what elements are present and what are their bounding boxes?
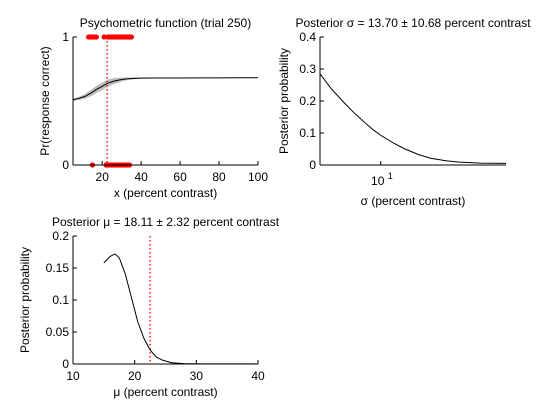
chart-title: Psychometric function (trial 250) bbox=[80, 16, 251, 30]
x-axis-label: μ (percent contrast) bbox=[113, 385, 217, 399]
x-tick-label: 10 bbox=[66, 369, 80, 383]
x-tick-label: 40 bbox=[251, 369, 265, 383]
x-tick-label: 10 bbox=[371, 174, 385, 188]
x-tick-label: 60 bbox=[173, 170, 187, 184]
x-tick-label: 100 bbox=[248, 170, 268, 184]
psychometric-chart: Psychometric function (trial 250) 0 1 20 40 6… bbox=[38, 16, 268, 200]
posterior-mu-chart: Posterior μ = 18.11 ± 2.32 percent contr… bbox=[18, 215, 280, 399]
posterior-sigma-chart: Posterior σ = 13.70 ± 10.68 percent cont… bbox=[277, 16, 531, 208]
x-tick-label: 80 bbox=[212, 170, 226, 184]
psychometric-curve bbox=[72, 77, 258, 101]
y-tick-label: 0.4 bbox=[299, 30, 316, 44]
x-tick-label: 20 bbox=[128, 369, 142, 383]
y-tick-label: 0 bbox=[309, 158, 316, 172]
correct-trial-point bbox=[93, 34, 99, 40]
y-tick-label: 0 bbox=[62, 158, 69, 172]
y-tick-label: 0.2 bbox=[299, 94, 316, 108]
y-tick-label: 0.15 bbox=[46, 261, 70, 275]
y-tick-label: 0.1 bbox=[299, 126, 316, 140]
y-tick-label: 0.05 bbox=[46, 325, 70, 339]
posterior-curve bbox=[103, 253, 259, 365]
y-axis-label: Pr(response correct) bbox=[38, 46, 52, 155]
x-axis-label: x (percent contrast) bbox=[114, 186, 217, 200]
correct-trial-point bbox=[128, 34, 135, 40]
x-tick-exponent: 1 bbox=[388, 171, 393, 181]
x-tick-label: 30 bbox=[190, 369, 204, 383]
y-tick-label: 0.3 bbox=[299, 62, 316, 76]
chart-title: Posterior σ = 13.70 ± 10.68 percent cont… bbox=[295, 16, 531, 30]
y-axis-label: Posterior probability bbox=[277, 48, 291, 154]
posterior-curve bbox=[319, 73, 507, 164]
y-tick-label: 0.1 bbox=[52, 293, 69, 307]
y-tick-label: 0 bbox=[62, 357, 69, 371]
chart-title: Posterior μ = 18.11 ± 2.32 percent contr… bbox=[52, 215, 280, 229]
x-tick-label: 20 bbox=[96, 170, 110, 184]
x-tick-label: 40 bbox=[134, 170, 148, 184]
y-tick-label: 0.2 bbox=[52, 229, 69, 243]
confidence-band bbox=[73, 77, 258, 101]
x-axis-label: σ (percent contrast) bbox=[361, 194, 466, 208]
correct-trial-point bbox=[101, 34, 107, 40]
y-axis-label: Posterior probability bbox=[18, 247, 32, 353]
y-tick-label: 1 bbox=[62, 30, 69, 44]
